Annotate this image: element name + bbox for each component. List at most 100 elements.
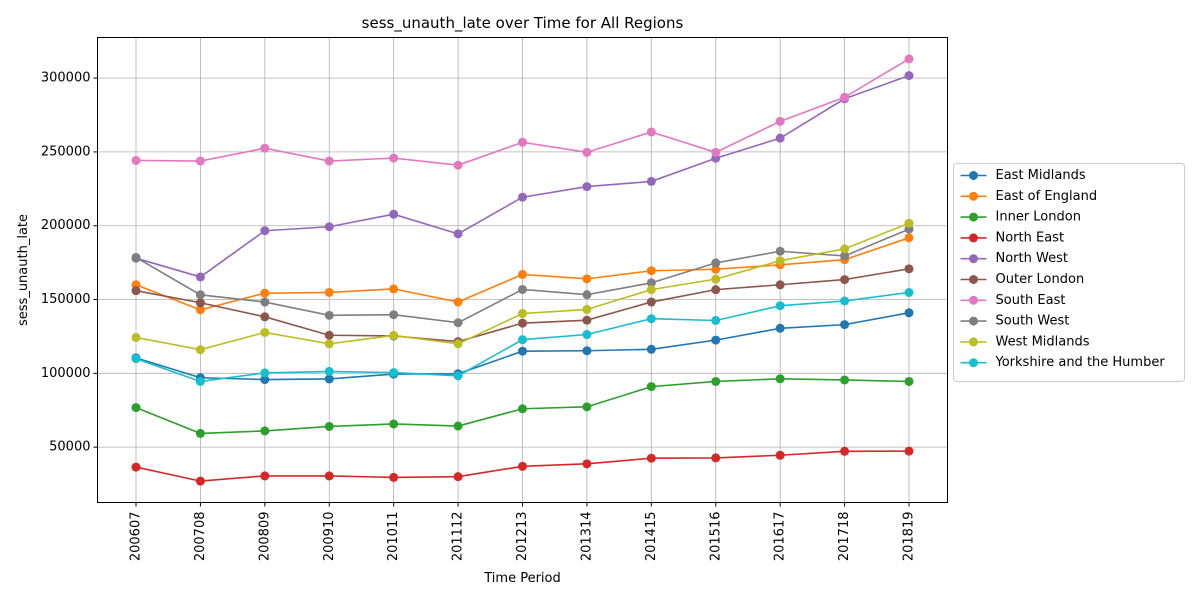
legend-item: North West <box>960 251 1068 266</box>
data-point <box>582 330 592 340</box>
data-point <box>518 269 527 279</box>
x-tick-label: 201112 <box>451 512 466 562</box>
data-point <box>904 71 914 81</box>
legend-marker <box>969 295 978 305</box>
legend-item: Yorkshire and the Humber <box>960 355 1166 370</box>
legend-item: North East <box>960 230 1064 245</box>
data-point <box>324 374 334 384</box>
data-point <box>775 116 785 126</box>
data-point <box>453 371 463 381</box>
series-inner-london <box>131 374 914 438</box>
data-point <box>646 176 656 186</box>
legend-label: East Midlands <box>996 168 1086 183</box>
data-point <box>195 272 205 282</box>
data-point <box>904 54 914 64</box>
data-point <box>711 258 721 268</box>
data-point <box>324 339 334 349</box>
data-point <box>195 305 205 315</box>
data-point <box>260 297 270 307</box>
legend-item: Outer London <box>960 272 1084 287</box>
data-point <box>646 278 656 288</box>
data-point <box>904 308 914 318</box>
x-tick-label: 200809 <box>257 512 272 562</box>
data-point <box>646 453 656 463</box>
data-point <box>582 274 592 284</box>
data-point <box>840 296 850 306</box>
legend-item: Inner London <box>960 210 1081 225</box>
data-point <box>324 471 334 481</box>
data-point <box>582 346 592 356</box>
data-point <box>518 404 527 414</box>
data-point <box>260 226 270 236</box>
legend-item: South East <box>960 293 1065 308</box>
data-point <box>260 312 270 322</box>
data-point <box>453 160 463 170</box>
data-point <box>453 297 463 307</box>
data-point <box>582 315 592 325</box>
data-point <box>453 421 463 431</box>
data-point <box>260 327 270 337</box>
y-tick-label: 150000 <box>41 292 91 307</box>
y-tick-label: 50000 <box>49 440 90 455</box>
legend-label: East of England <box>996 189 1098 204</box>
data-point <box>646 266 656 276</box>
data-point <box>582 402 592 412</box>
data-point <box>260 143 270 153</box>
x-tick-label: 200607 <box>129 512 144 562</box>
x-tick-label: 201819 <box>902 512 917 562</box>
data-point <box>775 301 785 311</box>
data-point <box>453 339 463 349</box>
legend-frame <box>953 163 1185 382</box>
data-point <box>195 428 205 438</box>
data-point <box>775 280 785 290</box>
x-tick-label: 201314 <box>579 512 594 562</box>
legend-marker <box>969 358 978 368</box>
data-point <box>904 218 914 228</box>
data-point <box>904 264 914 274</box>
data-point <box>389 209 399 219</box>
legend: East Midlands East of England Inner London… <box>953 163 1185 382</box>
data-point <box>453 472 463 482</box>
legend-marker <box>969 212 978 222</box>
legend-label: Inner London <box>996 210 1081 225</box>
legend-marker <box>969 191 978 201</box>
data-point <box>646 314 656 324</box>
x-tick-label: 201213 <box>515 512 530 562</box>
x-tick-label: 201617 <box>773 512 788 562</box>
legend-label: Yorkshire and the Humber <box>995 355 1166 370</box>
data-point <box>195 345 205 355</box>
legend-item: East of England <box>960 189 1098 204</box>
data-point <box>711 453 721 463</box>
data-point <box>646 285 656 295</box>
data-point <box>324 310 334 320</box>
data-point <box>840 446 850 456</box>
x-tick-label: 201011 <box>386 512 401 562</box>
data-point <box>389 153 399 163</box>
x-tick-label: 201718 <box>837 512 852 562</box>
data-point <box>389 284 399 294</box>
data-point <box>195 376 205 386</box>
data-point <box>840 320 850 330</box>
data-point <box>840 375 850 385</box>
data-point <box>195 476 205 486</box>
data-point <box>518 192 527 202</box>
series-north-east <box>131 446 914 486</box>
legend-marker <box>969 275 978 284</box>
data-point <box>582 304 592 314</box>
data-point <box>711 315 721 325</box>
data-point <box>904 446 914 456</box>
data-point <box>260 426 270 436</box>
data-point <box>518 335 527 345</box>
data-point <box>260 375 270 385</box>
data-point <box>324 330 334 340</box>
data-point <box>646 297 656 307</box>
data-point <box>389 472 399 482</box>
data-point <box>131 403 141 413</box>
data-point <box>260 368 270 378</box>
data-point <box>711 376 721 386</box>
data-point <box>646 382 656 392</box>
data-point <box>840 251 850 261</box>
data-point <box>904 376 914 386</box>
data-point <box>840 275 850 285</box>
